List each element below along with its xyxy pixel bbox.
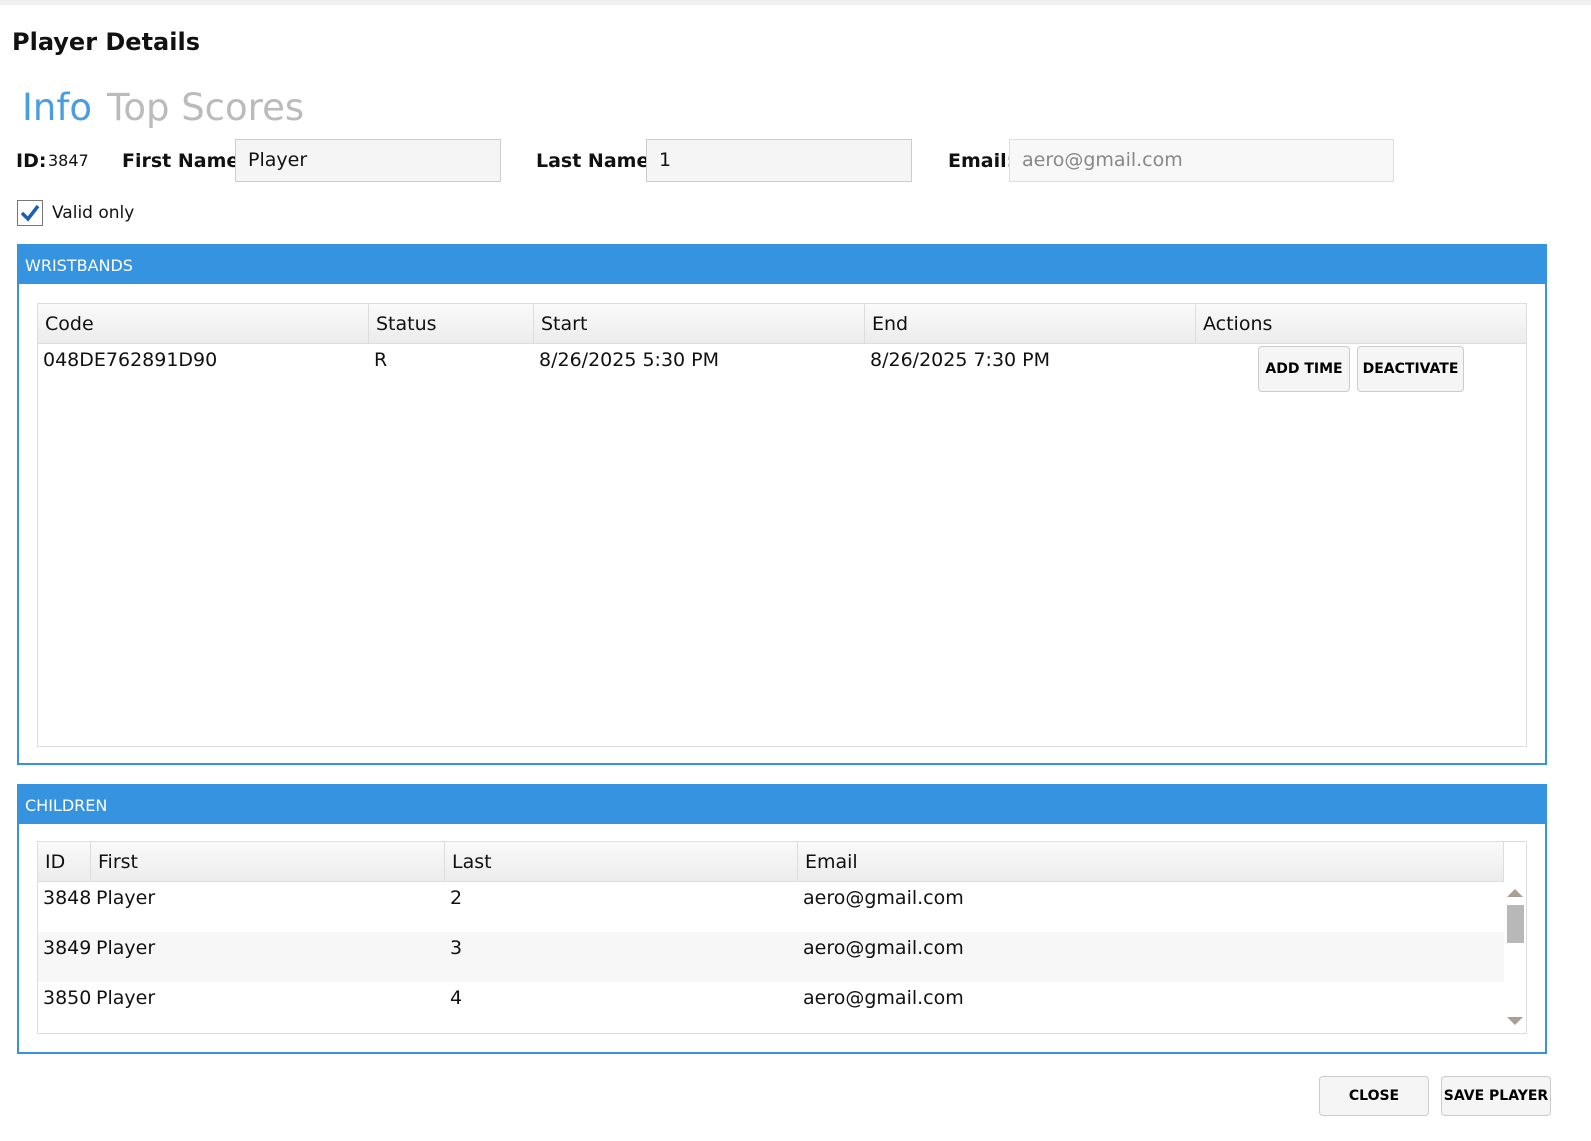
table-row[interactable]: 3848 Player 2 aero@gmail.com — [38, 882, 1504, 932]
cell-first: Player — [96, 937, 156, 959]
last-name-label: Last Name: — [536, 150, 657, 172]
deactivate-button[interactable]: DEACTIVATE — [1357, 346, 1464, 392]
column-start[interactable]: Start — [534, 304, 865, 343]
cell-first: Player — [96, 887, 156, 909]
column-code[interactable]: Code — [38, 304, 369, 343]
cell-last: 3 — [450, 937, 463, 959]
column-last[interactable]: Last — [445, 842, 798, 881]
cell-id: 3848 — [43, 887, 92, 909]
tab-info[interactable]: Info — [22, 86, 93, 129]
cell-email: aero@gmail.com — [803, 887, 964, 909]
page-title: Player Details — [12, 28, 200, 56]
table-row[interactable]: 3849 Player 3 aero@gmail.com — [38, 932, 1504, 982]
column-actions[interactable]: Actions — [1203, 313, 1273, 335]
cell-email: aero@gmail.com — [803, 937, 964, 959]
cell-email: aero@gmail.com — [803, 987, 964, 1009]
wristbands-header: WRISTBANDS — [19, 246, 1545, 284]
children-panel: CHILDREN ID First Last Email 3848 Player 2… — [17, 784, 1547, 1054]
email-input[interactable]: aero@gmail.com — [1009, 139, 1394, 182]
column-status[interactable]: Status — [369, 304, 534, 343]
cell-id: 3850 — [43, 987, 92, 1009]
checkmark-icon — [20, 204, 40, 222]
vertical-scrollbar[interactable] — [1504, 882, 1526, 1034]
save-player-button[interactable]: SAVE PLAYER — [1441, 1076, 1551, 1116]
cell-last: 4 — [450, 987, 463, 1009]
id-label: ID: — [16, 150, 47, 172]
column-first[interactable]: First — [91, 842, 445, 881]
cell-first: Player — [96, 987, 156, 1009]
cell-start: 8/26/2025 5:30 PM — [539, 349, 720, 371]
table-row[interactable]: 048DE762891D90 R 8/26/2025 5:30 PM 8/26/… — [38, 344, 1526, 394]
id-value: 3847 — [48, 151, 89, 170]
children-grid: ID First Last Email 3848 Player 2 aero@gmai… — [37, 841, 1527, 1034]
cell-id: 3849 — [43, 937, 92, 959]
top-strip — [0, 0, 1591, 5]
tab-top-scores[interactable]: Top Scores — [107, 86, 305, 129]
scroll-down-icon[interactable] — [1507, 1016, 1523, 1026]
children-header: CHILDREN — [19, 786, 1545, 824]
scroll-up-icon[interactable] — [1507, 888, 1523, 898]
cell-last: 2 — [450, 887, 463, 909]
scrollbar-thumb[interactable] — [1507, 905, 1524, 943]
cell-code: 048DE762891D90 — [43, 349, 218, 371]
cell-end: 8/26/2025 7:30 PM — [870, 349, 1051, 371]
last-name-input[interactable]: 1 — [646, 139, 912, 182]
table-row[interactable]: 3850 Player 4 aero@gmail.com — [38, 982, 1504, 1032]
cell-status: R — [374, 349, 388, 371]
column-email[interactable]: Email — [798, 842, 1504, 881]
column-end[interactable]: End — [865, 304, 1196, 343]
wristbands-grid: Code Status Start End Actions 048DE76289… — [37, 303, 1527, 747]
first-name-input[interactable]: Player — [235, 139, 501, 182]
first-name-label: First Name: — [122, 150, 247, 172]
valid-only-checkbox[interactable] — [17, 200, 43, 226]
email-label: Email: — [948, 150, 1015, 172]
column-id[interactable]: ID — [38, 842, 91, 881]
add-time-button[interactable]: ADD TIME — [1258, 346, 1350, 392]
close-button[interactable]: CLOSE — [1319, 1076, 1429, 1116]
valid-only-label: Valid only — [52, 203, 135, 223]
wristbands-panel: WRISTBANDS Code Status Start End Actions… — [17, 244, 1547, 765]
